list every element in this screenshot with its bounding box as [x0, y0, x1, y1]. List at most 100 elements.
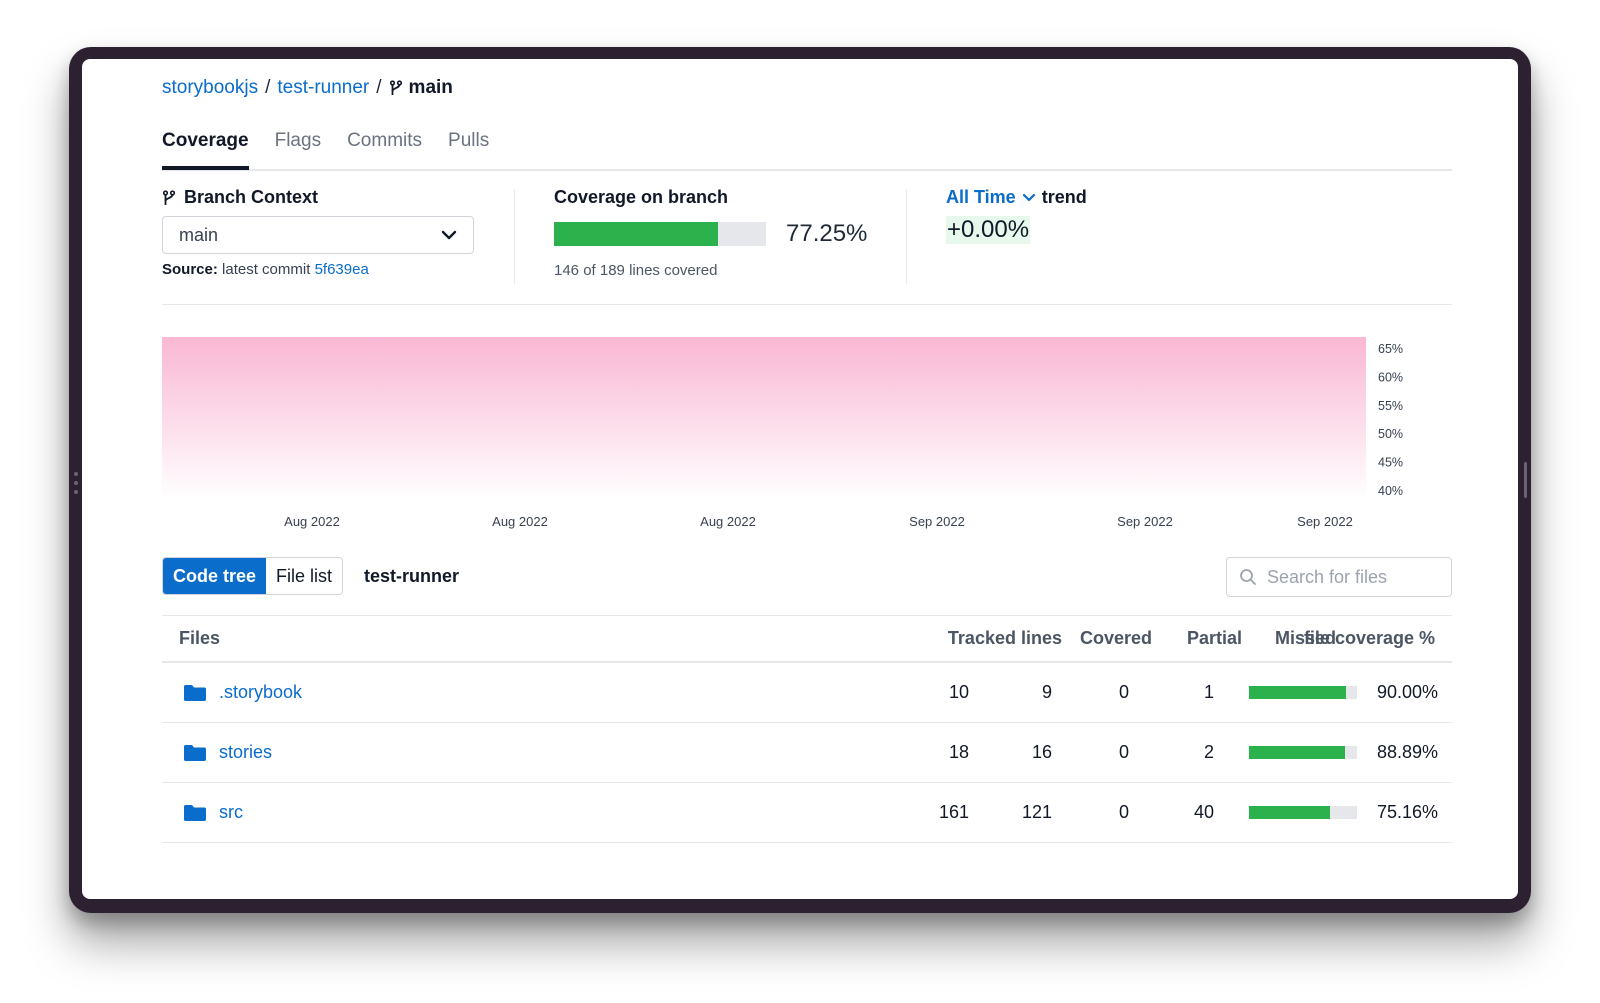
chevron-down-icon: [1022, 193, 1035, 202]
tab-flags[interactable]: Flags: [274, 130, 322, 151]
header-files[interactable]: Files: [179, 628, 221, 648]
x-tick-label: Sep 2022: [909, 514, 965, 529]
file-toolbar: Code tree File list test-runner: [162, 557, 1452, 597]
tracked-lines-cell: 18: [948, 742, 969, 762]
file-name-link[interactable]: src: [219, 802, 243, 822]
file-name-link[interactable]: .storybook: [219, 682, 303, 702]
folder-icon: [184, 684, 206, 701]
tracked-lines-cell: 10: [948, 682, 969, 702]
source-info: Source: latest commit 5f639ea: [162, 261, 514, 278]
table-row[interactable]: .storybook 10 9 0 1 90.00%: [162, 663, 1452, 723]
file-coverage-percent: 75.16%: [1377, 802, 1439, 822]
view-toggle: Code tree File list: [162, 557, 344, 595]
file-coverage-fill: [1249, 806, 1331, 819]
coverage-page: storybookjs / test-runner / main Coverag…: [162, 59, 1452, 899]
header-covered[interactable]: Covered: [1079, 628, 1152, 648]
y-tick-label: 40%: [1378, 484, 1403, 498]
partial-cell: 0: [1118, 682, 1129, 702]
file-search: [1226, 557, 1452, 597]
table-row[interactable]: stories 18 16 0 2 88.89%: [162, 723, 1452, 783]
file-coverage-cell: 88.89%: [1249, 723, 1439, 782]
header-file-coverage[interactable]: file coverage %: [1303, 628, 1435, 648]
code-tree-button[interactable]: Code tree: [163, 558, 267, 594]
file-coverage-percent: 90.00%: [1377, 682, 1439, 702]
source-label: Source:: [162, 261, 218, 278]
breadcrumb-separator: /: [265, 77, 271, 98]
commit-link[interactable]: 5f639ea: [314, 261, 369, 278]
covered-cell: 9: [1041, 682, 1052, 702]
coverage-progress-bar: [554, 222, 766, 246]
breadcrumb-branch: main: [389, 77, 453, 99]
breadcrumb-repo[interactable]: test-runner: [277, 77, 370, 98]
tracked-lines-cell: 161: [938, 802, 969, 822]
covered-cell: 121: [1021, 802, 1052, 822]
branch-select[interactable]: main: [162, 216, 474, 254]
file-coverage-percent: 88.89%: [1377, 742, 1439, 762]
coverage-percent: 77.25%: [786, 220, 868, 247]
page-tabs: Coverage Flags Commits Pulls: [162, 129, 1452, 171]
file-coverage-cell: 75.16%: [1249, 783, 1439, 842]
header-missed[interactable]: Missed: [1274, 628, 1336, 648]
file-coverage-bar: [1249, 746, 1357, 759]
branch-context-label: Branch Context: [184, 187, 319, 207]
missed-cell: 40: [1193, 802, 1214, 822]
coverage-title: Coverage on branch: [554, 187, 729, 207]
divider: [906, 189, 907, 284]
partial-cell: 0: [1118, 802, 1129, 822]
trend-range-label: All Time: [946, 187, 1016, 207]
branch-icon: [389, 80, 402, 95]
side-handle: [1524, 462, 1527, 498]
tab-coverage[interactable]: Coverage: [162, 129, 249, 170]
branch-context-title: Branch Context: [162, 187, 514, 208]
file-name-cell: .storybook: [179, 663, 302, 722]
x-tick-label: Aug 2022: [284, 514, 340, 529]
file-name-cell: stories: [179, 723, 272, 782]
file-name-cell: src: [179, 783, 243, 842]
y-tick-label: 65%: [1378, 342, 1403, 356]
x-tick-label: Aug 2022: [700, 514, 756, 529]
x-tick-label: Sep 2022: [1117, 514, 1173, 529]
trend-label: trend: [1041, 187, 1087, 207]
y-tick-label: 60%: [1378, 370, 1403, 384]
y-tick-label: 50%: [1378, 427, 1403, 441]
chevron-down-icon: [441, 230, 457, 240]
side-dots: [74, 472, 80, 499]
breadcrumb: storybookjs / test-runner / main: [162, 77, 453, 99]
header-partial[interactable]: Partial: [1186, 628, 1242, 648]
trend-title: All Time trend: [946, 187, 1246, 208]
tab-commits[interactable]: Commits: [347, 130, 423, 151]
coverage-section: Coverage on branch 77.25% 146 of 189 lin…: [554, 187, 884, 279]
branch-context-section: Branch Context main Source: latest commi…: [162, 187, 514, 278]
file-coverage-bar: [1249, 686, 1357, 699]
folder-icon: [184, 804, 206, 821]
search-input[interactable]: [1265, 565, 1449, 589]
trend-value: +0.00%: [946, 216, 1031, 244]
breadcrumb-org[interactable]: storybookjs: [162, 77, 259, 98]
divider: [514, 189, 515, 284]
missed-cell: 2: [1203, 742, 1214, 762]
y-tick-label: 45%: [1378, 456, 1403, 470]
breadcrumb-branch-label: main: [408, 77, 453, 98]
file-name-link[interactable]: stories: [219, 742, 273, 762]
file-coverage-bar: [1249, 806, 1357, 819]
table-row[interactable]: src 161 121 0 40 75.16%: [162, 783, 1452, 843]
x-tick-label: Sep 2022: [1297, 514, 1353, 529]
file-list-button[interactable]: File list: [276, 566, 333, 586]
file-coverage-fill: [1249, 686, 1347, 699]
branch-select-value: main: [179, 224, 219, 245]
trend-range-dropdown[interactable]: All Time: [946, 187, 1036, 208]
tab-pulls[interactable]: Pulls: [448, 130, 490, 151]
coverage-summary: Branch Context main Source: latest commi…: [162, 187, 1452, 305]
partial-cell: 0: [1118, 742, 1129, 762]
covered-cell: 16: [1031, 742, 1052, 762]
coverage-progress-fill: [554, 222, 718, 246]
table-header: Files Tracked lines Covered Partial Miss…: [162, 616, 1452, 663]
coverage-area: [162, 337, 1366, 499]
coverage-row: 77.25%: [554, 220, 884, 248]
source-text: latest commit: [222, 261, 311, 278]
directory-title: test-runner: [364, 566, 460, 586]
chart-svg: 65% 60% 55% 50% 45% 40% Aug 2022 Aug 2022 Aug 20…: [162, 337, 1403, 529]
missed-cell: 1: [1203, 682, 1214, 702]
folder-icon: [184, 744, 206, 761]
header-tracked-lines[interactable]: Tracked lines: [947, 628, 1062, 648]
